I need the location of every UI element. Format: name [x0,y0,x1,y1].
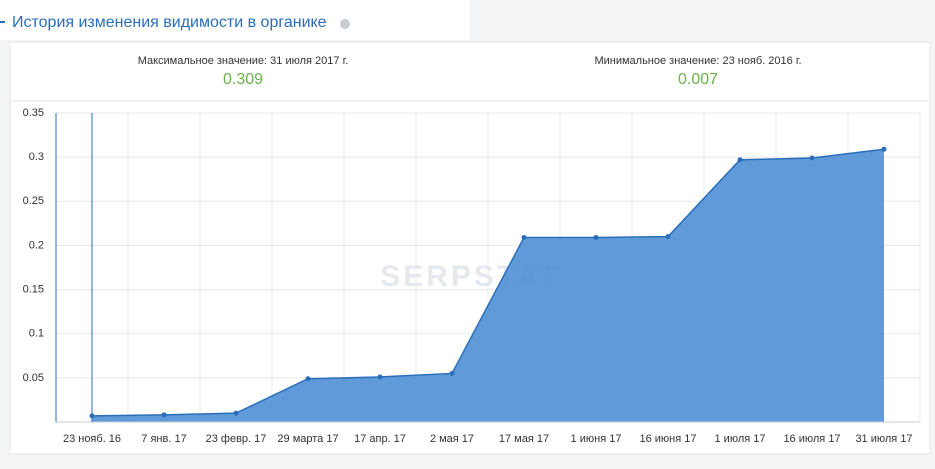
x-tick-label: 16 июня 17 [639,433,696,445]
x-tick-label: 17 мая 17 [499,433,549,445]
x-tick-label: 31 июля 17 [855,433,912,445]
point [449,370,455,376]
y-tick-label: 0.3 [29,151,44,163]
x-tick-label: 23 нояб. 16 [63,433,121,445]
y-tick-label: 0.15 [23,283,44,295]
point [737,157,743,163]
point [665,234,671,240]
y-tick-label: 0.1 [29,328,44,340]
x-tick-label: 1 июля 17 [715,433,766,445]
x-tick-label: 2 мая 17 [430,433,474,445]
y-tick-label: 0.35 [23,107,44,119]
line [91,148,885,417]
x-tick-label: 1 июня 17 [571,433,622,445]
point [233,410,239,416]
point [881,146,887,152]
chart-title: История изменения видимости в органике [12,14,327,31]
min-value: 0.007 [678,71,718,88]
x-tick-label: 7 янв. 17 [141,433,186,445]
point [305,376,311,382]
max-value: 0.309 [223,71,263,88]
point [377,374,383,380]
y-tick-label: 0.05 [23,372,44,384]
x-tick-label: 16 июля 17 [783,433,840,445]
x-tick-label: 17 апр. 17 [354,433,406,445]
y-tick-label: 0.25 [23,195,44,207]
point [593,234,599,240]
point [161,412,167,418]
point [809,155,815,161]
max-label: Максимальное значение: 31 июля 2017 г. [138,55,349,67]
point [521,234,527,240]
title-bar [0,0,470,40]
y-tick-label: 0.2 [29,239,44,251]
info-icon[interactable] [340,19,350,29]
area [92,149,884,422]
x-tick-label: 29 марта 17 [277,433,338,445]
x-tick-label: 23 февр. 17 [206,433,267,445]
min-label: Минимальное значение: 23 нояб. 2016 г. [594,55,801,67]
